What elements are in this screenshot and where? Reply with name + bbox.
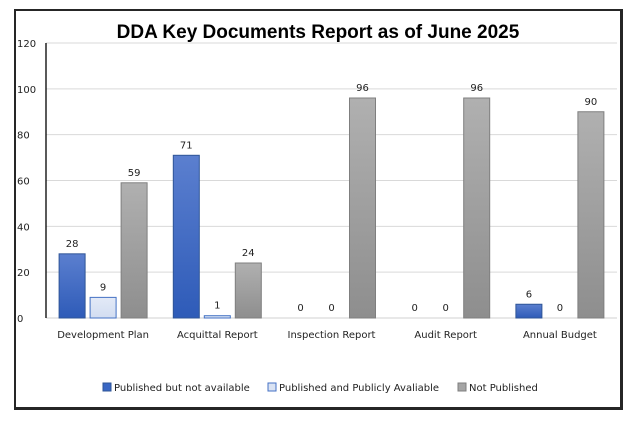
bar-not-published [463, 97, 491, 319]
data-label: 90 [585, 97, 598, 108]
x-category-label: Acquittal Report [177, 330, 258, 341]
chart-title: DDA Key Documents Report as of June 2025 [117, 22, 520, 43]
data-label: 59 [128, 168, 141, 179]
data-label: 6 [526, 289, 532, 300]
x-category-label: Audit Report [414, 330, 477, 341]
legend-swatch [102, 382, 112, 392]
y-tick-label: 100 [17, 85, 36, 96]
legend: Published but not available Published and… [102, 382, 538, 394]
chart-frame [14, 9, 623, 410]
legend-swatch [457, 382, 467, 392]
data-labels: 28 9 59 71 1 24 0 0 96 0 0 96 6 0 90 [66, 83, 598, 314]
data-label: 28 [66, 239, 79, 250]
bars [58, 97, 605, 319]
y-tick-label: 40 [17, 222, 30, 233]
x-axis-categories: Development Plan Acquittal Report Inspecti… [57, 330, 597, 341]
data-label: 96 [470, 83, 483, 94]
x-category-label: Inspection Report [288, 330, 376, 341]
data-label: 24 [242, 248, 255, 259]
y-tick-label: 0 [17, 314, 23, 325]
legend-swatch [267, 382, 277, 392]
x-category-label: Annual Budget [523, 330, 597, 341]
bar-not-published [120, 182, 148, 319]
data-label: 0 [443, 303, 449, 314]
data-label: 0 [328, 303, 334, 314]
bar-published-not-available [515, 303, 543, 319]
data-label: 96 [356, 83, 369, 94]
data-label: 9 [100, 282, 106, 293]
y-tick-label: 60 [17, 177, 30, 188]
bar-published-publicly-available [89, 296, 117, 319]
legend-label: Not Published [469, 383, 538, 394]
data-label: 0 [297, 303, 303, 314]
bar-not-published [234, 262, 262, 319]
legend-label: Published and Publicly Avaliable [279, 383, 439, 394]
data-label: 0 [412, 303, 418, 314]
legend-item: Published but not available [102, 382, 250, 394]
legend-item: Published and Publicly Avaliable [267, 382, 439, 394]
y-tick-label: 20 [17, 268, 30, 279]
bar-published-not-available [58, 253, 86, 319]
bar-published-publicly-available [203, 315, 231, 319]
data-label: 0 [557, 303, 563, 314]
y-axis-ticks: 0 20 40 60 80 100 120 [17, 39, 36, 325]
legend-item: Not Published [457, 382, 538, 394]
bar-not-published [349, 97, 376, 319]
y-tick-label: 120 [17, 39, 36, 50]
y-tick-label: 80 [17, 131, 30, 142]
data-label: 71 [180, 140, 193, 151]
bar-not-published [577, 111, 605, 319]
x-category-label: Development Plan [57, 330, 149, 341]
data-label: 1 [214, 301, 220, 312]
legend-label: Published but not available [114, 383, 250, 394]
bar-published-not-available [172, 154, 200, 319]
